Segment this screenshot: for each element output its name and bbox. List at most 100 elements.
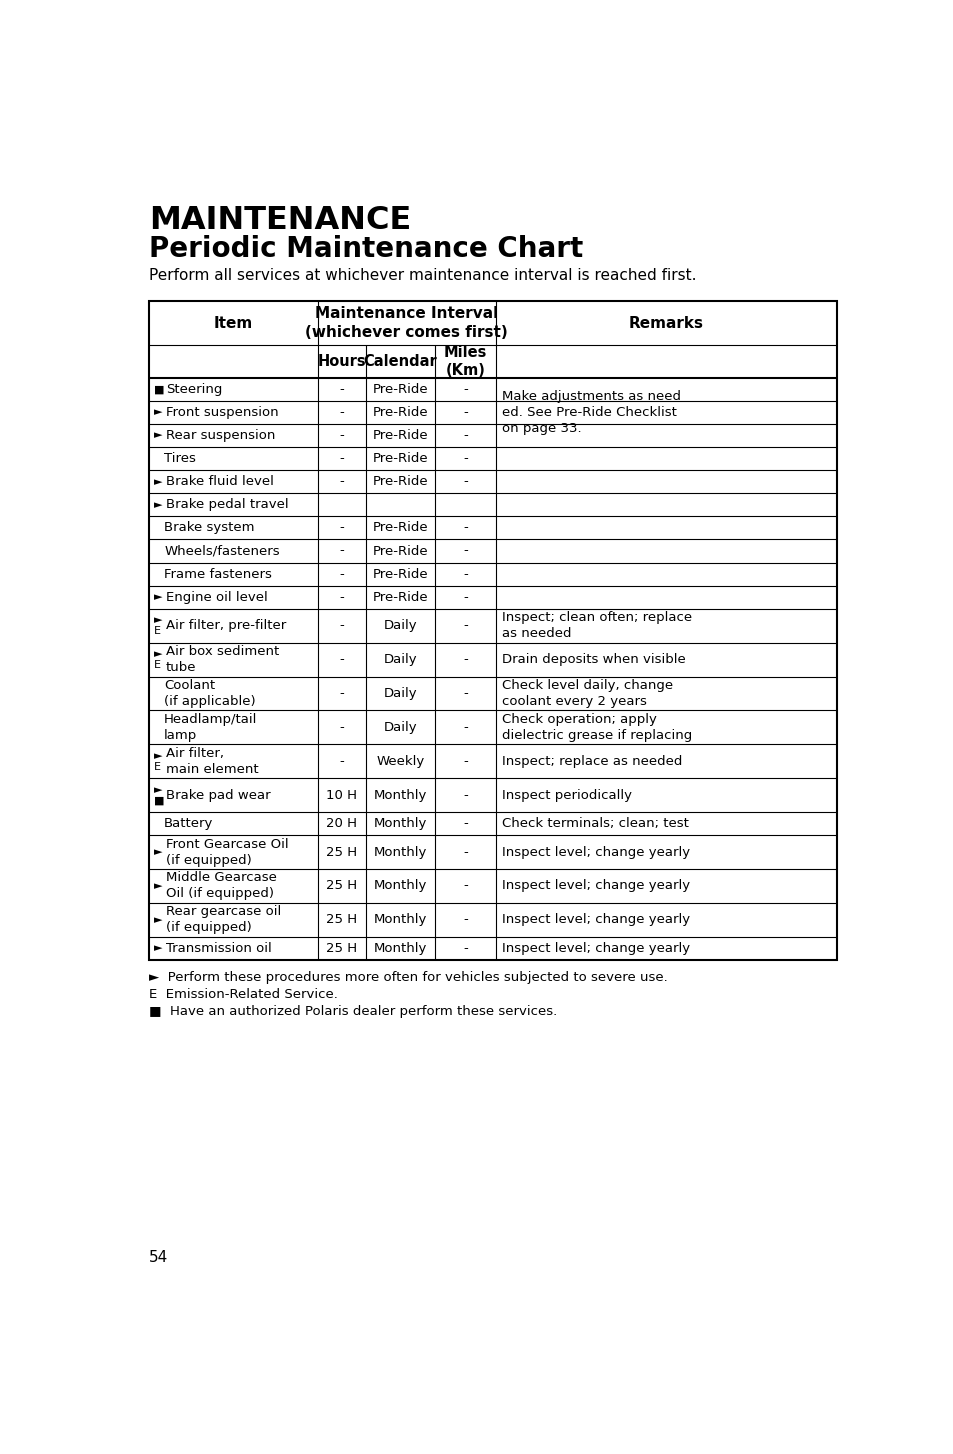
Text: -: - (339, 755, 344, 768)
Text: Weekly: Weekly (376, 755, 424, 768)
Text: ►: ► (154, 407, 162, 417)
Text: 25 H: 25 H (326, 913, 356, 926)
Text: ►: ► (154, 785, 162, 795)
Text: Inspect level; change yearly: Inspect level; change yearly (501, 880, 690, 893)
Text: Periodic Maintenance Chart: Periodic Maintenance Chart (149, 236, 582, 263)
Text: Tires: Tires (164, 452, 196, 465)
Text: ►: ► (154, 648, 162, 659)
Text: Pre-Ride: Pre-Ride (373, 452, 428, 465)
Text: 10 H: 10 H (326, 788, 356, 801)
Text: ►: ► (154, 750, 162, 760)
Text: ►: ► (154, 615, 162, 625)
Text: Check level daily, change
coolant every 2 years: Check level daily, change coolant every … (501, 679, 673, 708)
Text: -: - (463, 846, 468, 858)
Text: Air filter,
main element: Air filter, main element (166, 747, 258, 776)
Text: Remarks: Remarks (628, 316, 703, 330)
Text: -: - (463, 817, 468, 830)
Text: Rear suspension: Rear suspension (166, 429, 274, 442)
Text: -: - (339, 653, 344, 666)
Text: -: - (463, 942, 468, 955)
Text: -: - (463, 452, 468, 465)
Text: Brake pedal travel: Brake pedal travel (166, 499, 288, 512)
Text: Monthly: Monthly (374, 788, 427, 801)
Text: -: - (463, 544, 468, 557)
Text: Pre-Ride: Pre-Ride (373, 522, 428, 535)
Text: Wheels/fasteners: Wheels/fasteners (164, 544, 279, 557)
Text: E: E (154, 762, 161, 772)
Text: ►: ► (154, 592, 162, 602)
Text: Calendar: Calendar (363, 355, 437, 369)
Bar (149, 301, 836, 960)
Text: Monthly: Monthly (374, 942, 427, 955)
Text: Maintenance Interval
(whichever comes first): Maintenance Interval (whichever comes fi… (305, 305, 508, 340)
Text: Coolant
(if applicable): Coolant (if applicable) (164, 679, 255, 708)
Text: -: - (463, 755, 468, 768)
Text: Air box sediment
tube: Air box sediment tube (166, 646, 278, 675)
Text: Inspect; replace as needed: Inspect; replace as needed (501, 755, 681, 768)
Text: -: - (339, 590, 344, 603)
Text: Inspect level; change yearly: Inspect level; change yearly (501, 942, 690, 955)
Text: Brake system: Brake system (164, 522, 254, 535)
Text: Miles
(Km): Miles (Km) (443, 345, 487, 378)
Text: ►: ► (154, 881, 162, 891)
Text: E: E (154, 627, 161, 635)
Text: Monthly: Monthly (374, 880, 427, 893)
Text: Middle Gearcase
Oil (if equipped): Middle Gearcase Oil (if equipped) (166, 871, 276, 900)
Text: Inspect periodically: Inspect periodically (501, 788, 632, 801)
Text: E: E (154, 660, 161, 670)
Text: ►: ► (154, 477, 162, 487)
Text: ■: ■ (154, 384, 165, 394)
Text: 25 H: 25 H (326, 846, 356, 858)
Text: Headlamp/tail
lamp: Headlamp/tail lamp (164, 712, 257, 742)
Text: Brake fluid level: Brake fluid level (166, 475, 274, 489)
Text: MAINTENANCE: MAINTENANCE (149, 205, 411, 236)
Text: -: - (339, 475, 344, 489)
Text: -: - (339, 429, 344, 442)
Text: Pre-Ride: Pre-Ride (373, 567, 428, 580)
Text: Brake pad wear: Brake pad wear (166, 788, 270, 801)
Text: Daily: Daily (383, 653, 417, 666)
Text: Pre-Ride: Pre-Ride (373, 475, 428, 489)
Text: -: - (339, 406, 344, 419)
Text: Item: Item (213, 316, 253, 330)
Text: ►: ► (154, 848, 162, 856)
Text: Engine oil level: Engine oil level (166, 590, 267, 603)
Text: Check operation; apply
dielectric grease if replacing: Check operation; apply dielectric grease… (501, 712, 692, 742)
Text: -: - (463, 619, 468, 632)
Text: -: - (339, 544, 344, 557)
Text: -: - (463, 686, 468, 699)
Text: Daily: Daily (383, 686, 417, 699)
Text: Frame fasteners: Frame fasteners (164, 567, 272, 580)
Text: Daily: Daily (383, 721, 417, 734)
Text: Pre-Ride: Pre-Ride (373, 429, 428, 442)
Text: -: - (339, 522, 344, 535)
Text: Perform all services at whichever maintenance interval is reached first.: Perform all services at whichever mainte… (149, 269, 696, 284)
Text: 54: 54 (149, 1250, 168, 1265)
Text: -: - (339, 619, 344, 632)
Text: Make adjustments as need
ed. See Pre-Ride Checklist
on page 33.: Make adjustments as need ed. See Pre-Rid… (501, 390, 680, 435)
Text: Transmission oil: Transmission oil (166, 942, 272, 955)
Text: Monthly: Monthly (374, 913, 427, 926)
Text: -: - (339, 686, 344, 699)
Text: -: - (463, 475, 468, 489)
Text: Pre-Ride: Pre-Ride (373, 406, 428, 419)
Text: Pre-Ride: Pre-Ride (373, 382, 428, 395)
Text: -: - (339, 721, 344, 734)
Text: Inspect; clean often; replace
as needed: Inspect; clean often; replace as needed (501, 611, 692, 640)
Text: E  Emission-Related Service.: E Emission-Related Service. (149, 987, 337, 1000)
Text: -: - (463, 788, 468, 801)
Text: Check terminals; clean; test: Check terminals; clean; test (501, 817, 688, 830)
Text: 25 H: 25 H (326, 942, 356, 955)
Text: -: - (463, 653, 468, 666)
Text: Inspect level; change yearly: Inspect level; change yearly (501, 913, 690, 926)
Text: Front Gearcase Oil
(if equipped): Front Gearcase Oil (if equipped) (166, 838, 288, 867)
Text: -: - (463, 382, 468, 395)
Text: Drain deposits when visible: Drain deposits when visible (501, 653, 685, 666)
Text: Battery: Battery (164, 817, 213, 830)
Text: -: - (339, 567, 344, 580)
Text: ►: ► (154, 944, 162, 954)
Text: -: - (463, 406, 468, 419)
Text: Monthly: Monthly (374, 817, 427, 830)
Text: Front suspension: Front suspension (166, 406, 278, 419)
Text: 25 H: 25 H (326, 880, 356, 893)
